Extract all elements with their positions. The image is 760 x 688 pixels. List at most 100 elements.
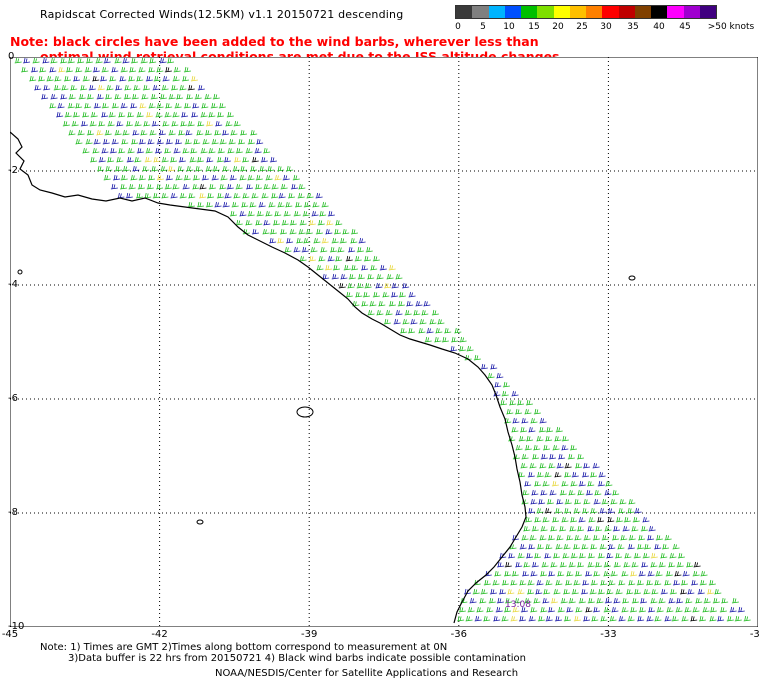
wind-barb — [680, 579, 688, 586]
wind-barb — [303, 201, 311, 208]
wind-barb — [524, 444, 532, 451]
wind-barb — [187, 201, 195, 208]
wind-barb — [237, 138, 246, 145]
wind-barb — [588, 516, 596, 523]
wind-barb — [239, 174, 247, 181]
wind-barb — [410, 318, 418, 325]
wind-barb — [301, 246, 309, 253]
wind-barb — [531, 561, 539, 568]
wind-barb — [155, 111, 163, 118]
wind-barb — [231, 201, 239, 208]
wind-barb — [601, 534, 609, 541]
wind-barb — [305, 228, 313, 235]
footer-note-2: 3)Data buffer is 22 hrs from 20150721 4)… — [68, 653, 526, 664]
wind-barb — [343, 264, 351, 271]
wind-barb — [574, 534, 582, 541]
wind-barb — [613, 597, 621, 604]
wind-barb — [563, 588, 571, 595]
wind-barb — [568, 561, 576, 568]
wind-barb — [573, 579, 581, 586]
wind-barb — [96, 93, 104, 100]
wind-barb — [501, 390, 509, 397]
wind-barb — [544, 471, 552, 478]
wind-barb — [161, 156, 169, 163]
wind-barb — [487, 372, 495, 379]
wind-barb — [627, 507, 635, 514]
wind-barb — [459, 336, 467, 343]
wind-barb — [356, 246, 364, 253]
wind-barb — [378, 300, 386, 307]
wind-barb — [501, 615, 509, 622]
wind-barb — [189, 156, 197, 163]
wind-barb — [77, 129, 85, 136]
wind-barb — [122, 129, 130, 136]
wind-barb — [581, 543, 589, 550]
wind-barb — [303, 237, 311, 244]
wind-barb — [642, 552, 650, 559]
wind-barb — [139, 102, 147, 109]
wind-barb — [623, 516, 631, 523]
wind-barb — [698, 615, 707, 622]
wind-barb — [598, 471, 606, 478]
wind-barb — [116, 120, 124, 127]
wind-barb — [136, 147, 144, 154]
wind-barb — [437, 318, 445, 325]
wind-barb — [521, 570, 530, 577]
wind-barb — [115, 84, 123, 91]
wind-barb — [692, 570, 700, 577]
wind-barb — [525, 552, 534, 559]
island-outline — [296, 406, 314, 418]
wind-barb — [619, 498, 627, 505]
wind-barb — [348, 273, 356, 280]
wind-barb — [593, 498, 601, 505]
wind-barb — [310, 246, 318, 253]
wind-barb — [169, 156, 178, 163]
wind-barb — [521, 453, 529, 460]
wind-barb — [255, 174, 263, 181]
wind-barb — [146, 183, 154, 190]
wind-barb — [529, 534, 537, 541]
wind-barb — [104, 129, 112, 136]
wind-barb — [274, 174, 282, 181]
wind-barb — [493, 615, 501, 622]
wind-barb — [527, 471, 535, 478]
wind-barb — [114, 93, 122, 100]
wind-barb — [682, 570, 690, 577]
wind-barb — [634, 507, 642, 514]
wind-barb — [419, 318, 427, 325]
wind-barb — [172, 75, 180, 82]
wind-barb — [690, 579, 699, 586]
wind-barb — [537, 615, 545, 622]
wind-barb — [180, 111, 189, 118]
wind-barb — [296, 237, 304, 244]
wind-barb — [85, 138, 93, 145]
wind-barb — [504, 561, 512, 568]
wind-barb — [159, 57, 167, 64]
wind-barb — [220, 174, 228, 181]
wind-barb — [398, 291, 406, 298]
color-swatch — [586, 6, 603, 18]
wind-barb — [233, 156, 241, 163]
wind-barb — [70, 84, 78, 91]
wind-barb — [390, 291, 398, 298]
wind-barb — [72, 111, 80, 118]
color-swatch — [699, 6, 716, 18]
wind-barb — [666, 606, 674, 613]
wind-barb — [102, 138, 110, 145]
wind-barb — [179, 84, 187, 91]
wind-barb — [240, 165, 248, 172]
island-outline — [628, 275, 636, 281]
wind-barb — [592, 606, 601, 613]
wind-barb — [241, 156, 250, 163]
wind-barb — [608, 579, 616, 586]
wind-barb — [669, 552, 677, 559]
wind-barb — [198, 192, 207, 199]
wind-barb — [520, 462, 528, 469]
wind-barb — [577, 489, 585, 496]
wind-barb — [467, 606, 475, 613]
wind-barb — [563, 507, 571, 514]
wind-barb — [202, 138, 210, 145]
wind-barb — [539, 570, 548, 577]
latitude-tick-label: -10 — [8, 621, 25, 632]
wind-barb — [141, 93, 149, 100]
